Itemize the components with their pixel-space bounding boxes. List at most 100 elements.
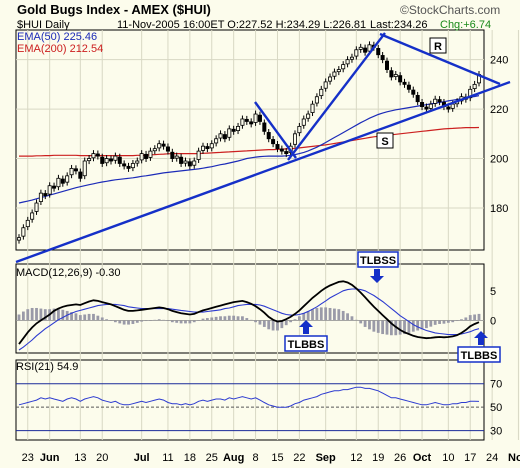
macd-histogram-bar (420, 320, 424, 330)
macd-histogram-bar (30, 307, 34, 321)
macd-histogram-bar (460, 319, 463, 321)
tlbss-callout-box (357, 251, 399, 268)
candle-body (398, 75, 403, 83)
candle-body (424, 106, 429, 110)
macd-histogram-bar (372, 320, 376, 332)
x-tick-label: 22 (293, 452, 305, 464)
macd-histogram-bar (258, 320, 262, 325)
candle-body (82, 160, 87, 177)
candle-body (257, 114, 262, 122)
macd-histogram-bar (311, 309, 314, 321)
candle-body (165, 146, 170, 152)
price-tick-label: 180 (490, 203, 508, 215)
macd-histogram-bar (57, 309, 60, 321)
candle-body (91, 153, 96, 159)
steep-uptrend-line (287, 32, 386, 161)
candle-body (21, 227, 26, 237)
macd-histogram-bar (368, 320, 371, 330)
price-panel-border (15, 29, 485, 251)
macd-histogram-bar (429, 320, 433, 327)
candle-body (52, 185, 57, 189)
macd-histogram-bar (359, 320, 363, 324)
candle-body (292, 133, 297, 145)
macd-histogram-bar (179, 320, 183, 324)
macd-histogram-bar (306, 310, 310, 321)
macd-histogram-bar (346, 313, 349, 321)
macd-histogram-bar (83, 314, 87, 321)
candle-body (95, 153, 100, 157)
macd-histogram-bar (297, 316, 301, 321)
macd-histogram-bar (131, 320, 135, 324)
macd-histogram-bar (205, 318, 209, 321)
candle-body (279, 148, 284, 152)
candle-body (214, 138, 219, 144)
candle-body (100, 156, 105, 164)
macd-histogram-bar (70, 312, 73, 321)
macd-histogram-bar (122, 320, 126, 325)
macd-histogram-bar (92, 313, 95, 321)
candle-body (179, 156, 184, 164)
macd-histogram-bar (96, 315, 100, 321)
candle-body (402, 81, 407, 85)
candle-body (446, 106, 451, 110)
macd-histogram-bar (232, 315, 236, 321)
candle-body (38, 192, 43, 202)
macd-histogram-bar (74, 313, 78, 321)
macd-histogram-bar (100, 317, 104, 321)
candle-body (30, 212, 35, 220)
candle-body (266, 132, 271, 140)
macd-histogram-bar (280, 320, 284, 329)
resistance-label: R (434, 41, 442, 53)
tlbbs-callout-sep-box (284, 335, 328, 352)
macd-histogram-bar (219, 316, 222, 321)
candle-body (301, 118, 306, 126)
candle-body (236, 126, 241, 132)
macd-histogram-bar (43, 309, 47, 321)
candle-body (314, 96, 319, 104)
candle-body (43, 193, 48, 197)
candle-body (209, 143, 214, 149)
candle-body (428, 103, 433, 109)
candle-body (367, 44, 372, 52)
candle-body (73, 168, 78, 172)
macd-histogram-bar (210, 317, 214, 321)
candle-body (240, 118, 245, 126)
candle-body (284, 151, 289, 154)
candle-body (135, 160, 140, 164)
candle-body (109, 158, 114, 162)
macd-histogram-bar (245, 318, 249, 321)
candle-body (113, 155, 118, 161)
macd-histogram-bar (118, 320, 122, 324)
macd-signal-line (18, 288, 480, 351)
copyright-label: ©StockCharts.com (400, 3, 501, 17)
candle-body (25, 219, 30, 228)
ohlc-readout: 11-Nov-2005 16:00ET O:227.52 H:234.29 L:… (117, 19, 367, 31)
candle-body (450, 103, 455, 109)
macd-histogram-bar (464, 317, 468, 321)
macd-histogram-bar (333, 308, 336, 321)
candle-body (104, 158, 109, 164)
candle-body (472, 83, 477, 89)
candle-body (196, 150, 201, 160)
macd-histogram-bar (315, 307, 319, 321)
x-tick-label: Jul (134, 452, 150, 464)
macd-histogram-bar (442, 320, 446, 324)
x-tick-label: 20 (96, 452, 108, 464)
series-label: $HUI Daily (17, 19, 70, 31)
macd-histogram-bar (241, 316, 244, 321)
candle-body (231, 128, 236, 132)
support-trendline (15, 80, 511, 264)
macd-histogram-bar (389, 320, 393, 336)
x-tick-label: 26 (394, 452, 406, 464)
x-tick-label: 19 (372, 452, 384, 464)
x-tick-label: 17 (464, 452, 476, 464)
chart-title: Gold Bugs Index - AMEX ($HUI) (17, 2, 211, 17)
macd-histogram-bar (438, 320, 441, 324)
x-tick-label: 18 (184, 452, 196, 464)
tlbss-callout-arrow (370, 269, 384, 283)
candle-body (349, 56, 354, 60)
candle-body (56, 177, 61, 188)
candle-body (122, 163, 127, 167)
macd-histogram-bar (468, 315, 472, 321)
